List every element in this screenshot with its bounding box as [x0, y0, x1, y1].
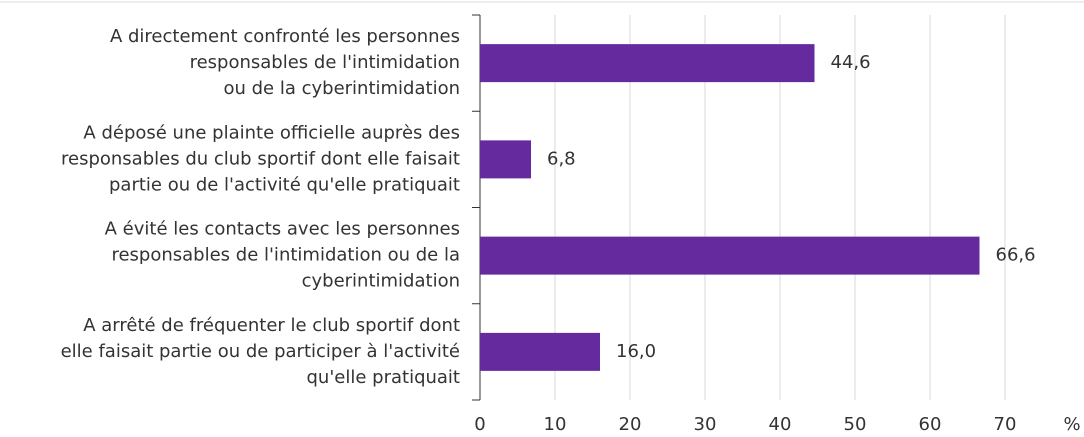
- category-label: qu'elle pratiquait: [307, 367, 461, 388]
- x-tick-label: 10: [544, 414, 567, 435]
- bar: [480, 236, 980, 275]
- category-label: A déposé une plainte officielle auprès d…: [83, 122, 460, 143]
- value-label: 6,8: [547, 148, 576, 169]
- category-label: A arrêté de fréquenter le club sportif d…: [83, 315, 460, 336]
- category-label: cyberintimidation: [302, 271, 460, 292]
- x-tick-label: 60: [919, 414, 942, 435]
- x-tick-label: 40: [769, 414, 792, 435]
- category-label: A évité les contacts avec les personnes: [105, 219, 460, 240]
- category-label: responsables de l'intimidation ou de la: [111, 245, 460, 266]
- category-label: elle faisait partie ou de participer à l…: [61, 341, 460, 362]
- category-label: ou de la cyberintimidation: [223, 78, 460, 99]
- bar: [480, 140, 531, 179]
- bar: [480, 44, 815, 83]
- x-unit: %: [1063, 414, 1080, 435]
- value-label: 66,6: [996, 245, 1036, 266]
- bar: [480, 332, 600, 371]
- x-tick-label: 0: [474, 414, 485, 435]
- category-label: partie ou de l'activité qu'elle pratiqua…: [109, 174, 460, 195]
- x-tick-label: 70: [994, 414, 1017, 435]
- value-label: 16,0: [616, 341, 656, 362]
- x-tick-label: 50: [844, 414, 867, 435]
- category-label: responsables de l'intimidation: [190, 52, 460, 73]
- category-label: A directement confronté les personnes: [110, 26, 460, 47]
- x-tick-label: 30: [694, 414, 717, 435]
- category-label: responsables du club sportif dont elle f…: [61, 148, 460, 169]
- value-label: 44,6: [831, 52, 871, 73]
- x-tick-label: 20: [619, 414, 642, 435]
